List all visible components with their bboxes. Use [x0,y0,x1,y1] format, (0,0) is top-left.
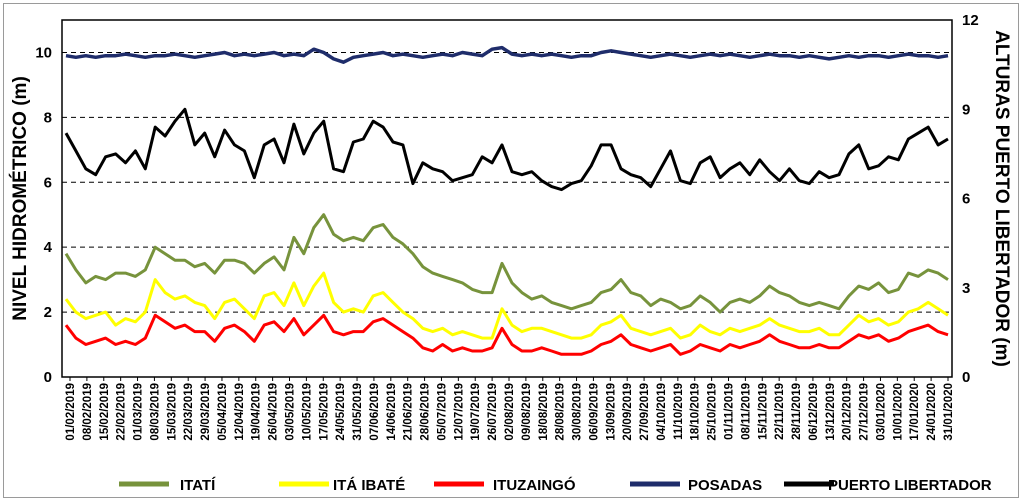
x-tick-label: 29/03/2019 [200,383,212,441]
legend-label: POSADAS [688,477,762,494]
x-tick-label: 18/10/2019 [690,383,702,441]
y-tick-label: 8 [44,109,52,126]
y-tick-label: 2 [44,304,52,321]
x-tick-label: 05/07/2019 [436,383,448,441]
y2-axis-title: ALTURAS PUERTO LIBERTADOR (m) [991,30,1012,367]
series-line [64,107,949,192]
x-tick-label: 22/03/2019 [183,383,195,441]
x-tick-label: 06/09/2019 [588,383,600,441]
x-tick-label: 10/01/2020 [892,383,904,441]
x-tick-label: 19/04/2019 [251,383,263,441]
x-tick-label: 02/08/2019 [504,383,516,441]
x-tick-label: 12/04/2019 [234,383,246,441]
x-tick-label: 24/05/2019 [335,383,347,441]
x-tick-label: 01/02/2019 [65,383,77,441]
y2-tick-label: 12 [962,12,979,29]
x-tick-label: 15/02/2019 [99,383,111,441]
right-axis-ticks: 0 3 6 9 12 [962,12,979,386]
x-tick-label: 21/06/2019 [403,383,415,441]
x-tick-label: 05/04/2019 [217,383,229,441]
plot-area-border [61,19,953,378]
y-tick-label: 0 [44,369,52,386]
series-lines [64,45,949,356]
x-tick-label: 26/04/2019 [268,383,280,441]
x-tick-label: 17/05/2019 [318,383,330,441]
left-axis-ticks: 0 2 4 6 8 10 [35,44,52,386]
x-tick-label: 08/11/2019 [740,383,752,440]
x-tick-label: 18/08/2019 [538,383,550,441]
x-tick-label: 03/05/2019 [285,383,297,441]
y2-tick-label: 0 [962,369,970,386]
legend: ITATÍ ITÁ IBATÉ ITUZAINGÓ POSADAS PUERTO LIB… [119,476,992,494]
x-tick-label: 26/07/2019 [487,383,499,441]
x-tick-label: 28/11/2019 [791,383,803,440]
x-tick-label: 22/11/2019 [774,383,786,440]
x-tick-label: 01/03/2019 [133,383,145,441]
series-line [64,213,949,314]
y-tick-label: 6 [44,174,52,191]
y2-tick-label: 6 [962,191,970,208]
legend-label: ITATÍ [180,477,216,494]
y2-tick-label: 3 [962,280,970,297]
legend-label: ITÁ IBATÉ [333,477,405,494]
x-tick-label: 27/12/2019 [859,383,871,441]
x-tick-label: 17/01/2020 [909,383,921,441]
x-axis-ticks: 01/02/2019 08/02/2019 15/02/2019 22/02/2019… [65,377,955,441]
x-tick-label: 03/01/2020 [875,383,887,441]
x-tick-label: 01/11/2019 [724,383,736,440]
x-tick-label: 06/12/2019 [808,383,820,441]
x-tick-label: 08/03/2019 [149,383,161,441]
legend-label: PUERTO LIBERTADOR [828,477,992,494]
y-axis-title: NIVEL HIDROMÉTRICO (m) [9,76,31,321]
x-tick-label: 22/02/2019 [116,383,128,441]
x-tick-label: 12/07/2019 [453,383,465,441]
x-tick-label: 31/01/2020 [943,383,955,441]
series-line [65,45,949,64]
x-tick-label: 28/08/2019 [555,383,567,441]
y-tick-label: 10 [35,44,52,61]
x-tick-label: 09/08/2019 [521,383,533,441]
x-tick-label: 20/12/2019 [842,383,854,441]
series-line [64,271,949,340]
x-tick-label: 24/01/2020 [926,383,938,441]
x-tick-label: 04/10/2019 [656,383,668,441]
chart-frame: 0 2 4 6 8 10 0 3 6 9 12 01/02/2019 08/02/2019 15/02… [3,3,1019,498]
x-tick-label: 15/03/2019 [166,383,178,441]
x-tick-label: 07/06/2019 [369,383,381,441]
x-tick-label: 13/09/2019 [605,383,617,441]
y2-tick-label: 9 [962,101,970,118]
legend-label: ITUZAINGÓ [493,476,576,494]
x-tick-label: 08/02/2019 [82,383,94,441]
x-tick-label: 14/06/2019 [386,383,398,441]
x-tick-label: 25/10/2019 [707,383,719,441]
x-tick-label: 27/09/2019 [639,383,651,441]
x-tick-label: 28/06/2019 [420,383,432,441]
series-line [64,313,949,356]
x-tick-label: 11/10/2019 [673,383,685,440]
x-tick-label: 15/11/2019 [757,383,769,440]
x-tick-label: 20/09/2019 [622,383,634,441]
x-tick-label: 30/08/2019 [572,383,584,441]
y-tick-label: 4 [44,239,53,256]
x-tick-label: 13/12/2019 [825,383,837,441]
x-tick-label: 10/05/2019 [301,383,313,441]
x-tick-label: 31/05/2019 [352,383,364,441]
x-tick-label: 19/07/2019 [470,383,482,441]
line-chart: 0 2 4 6 8 10 0 3 6 9 12 01/02/2019 08/02/2019 15/02… [9,12,1012,494]
